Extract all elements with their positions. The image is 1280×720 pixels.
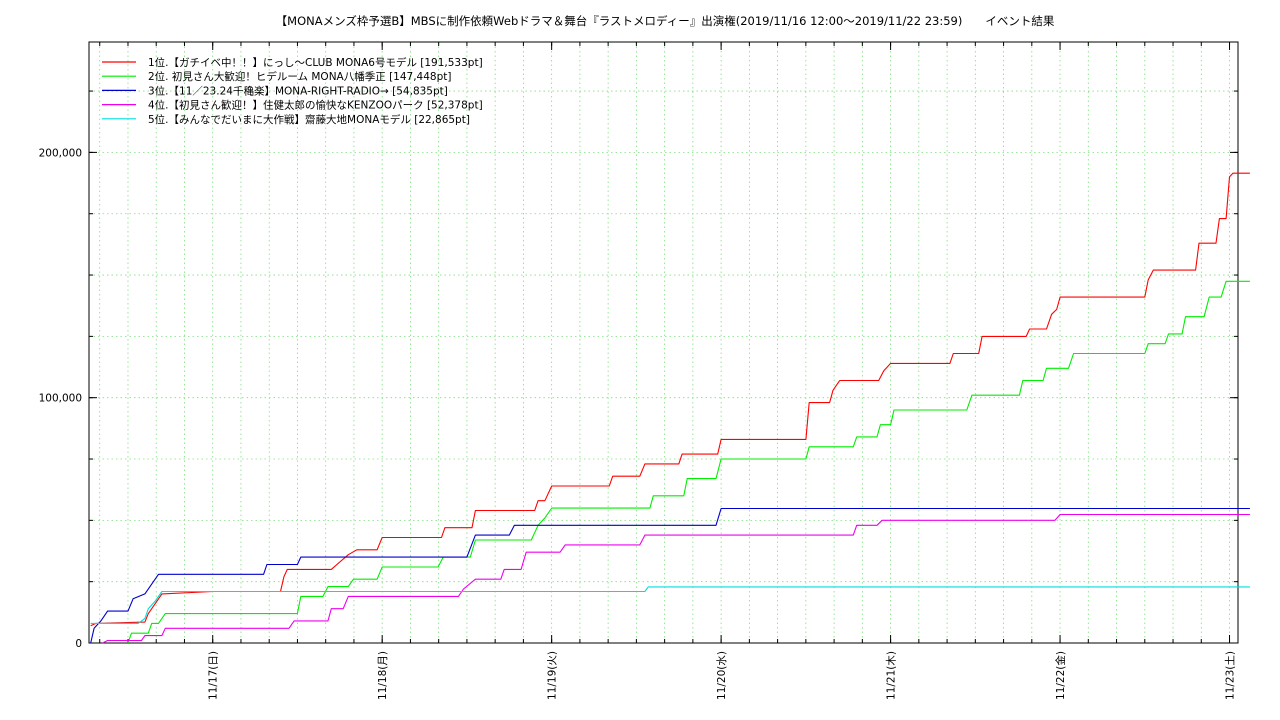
legend-label-2: 2位. 初見さん大歓迎！ヒデルーム MONA八幡季正 [147,448pt] [148,70,451,83]
x-tick-label: 11/19(火) [547,651,559,700]
grid-layer [89,42,1238,643]
series-line-5 [90,586,1250,624]
axis-layer: 11/17(日) 11/18(月) 11/19(火) 11/20(水) 11/21(木)… [39,42,1238,700]
y-tick-label: 0 [75,638,82,650]
x-tick-label: 11/23(土) [1224,651,1237,700]
x-tick-label: 11/22(金) [1054,651,1067,700]
legend-label-1: 1位.【ガチイベ中！！】にっし〜CLUB MONA6号モデル [191,533p… [148,56,483,69]
plot-frame [88,41,1239,644]
series-line-3 [90,507,1250,644]
legend: 1位.【ガチイベ中！！】にっし〜CLUB MONA6号モデル [191,533p… [102,56,483,126]
y-tick-label: 100,000 [39,393,82,405]
chart-title: 【MONAメンズ枠予選B】MBSに制作依頼Webドラマ＆舞台『ラストメロディー』… [276,14,1055,28]
legend-label-5: 5位.【みんなでだいまに大作戦】齋藤大地MONAモデル [22,865pt] [148,113,470,126]
series-line-4 [102,513,1250,644]
series-line-1 [90,172,1250,627]
series-line-2 [127,280,1250,644]
x-tick-label: 11/18(月) [377,651,389,700]
y-tick-label: 200,000 [39,147,82,159]
x-tick-label: 11/20(水) [716,651,728,700]
series-layer [90,172,1250,644]
x-tick-label: 11/17(日) [208,651,220,700]
x-tick-label: 11/21(木) [886,651,898,700]
legend-label-4: 4位.【初見さん歓迎！】住健太郎の愉快なKENZOOパーク [52,378pt] [148,99,483,112]
legend-label-3: 3位.【11／23.24千穐楽】MONA-RIGHT-RADIO→ [54,83… [148,84,448,97]
